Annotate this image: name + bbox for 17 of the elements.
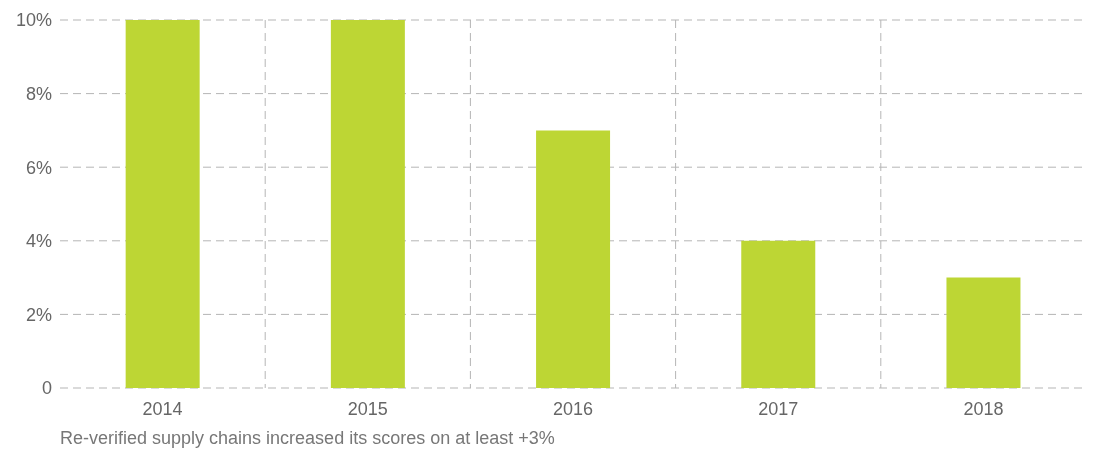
x-tick-label: 2015 bbox=[347, 398, 388, 419]
y-tick-label: 0 bbox=[41, 378, 52, 399]
x-tick-label: 2016 bbox=[552, 398, 594, 419]
bar bbox=[125, 20, 200, 388]
y-tick-label: 8% bbox=[25, 83, 52, 104]
x-tick-label: 2018 bbox=[963, 398, 1004, 419]
text: Re-verified supply chains increased its scores on at least +3% bbox=[60, 428, 556, 449]
bar bbox=[330, 20, 405, 388]
y-tick-label: 6% bbox=[25, 157, 52, 178]
x-tick-label: 2017 bbox=[758, 398, 799, 419]
y-tick-label: 10% bbox=[15, 10, 52, 31]
y-tick-label: 2% bbox=[25, 304, 52, 325]
bar bbox=[536, 130, 611, 388]
x-tick-label: 2014 bbox=[142, 398, 183, 419]
bar bbox=[741, 240, 816, 388]
y-tick-label: 4% bbox=[25, 231, 52, 252]
bar bbox=[946, 277, 1021, 388]
